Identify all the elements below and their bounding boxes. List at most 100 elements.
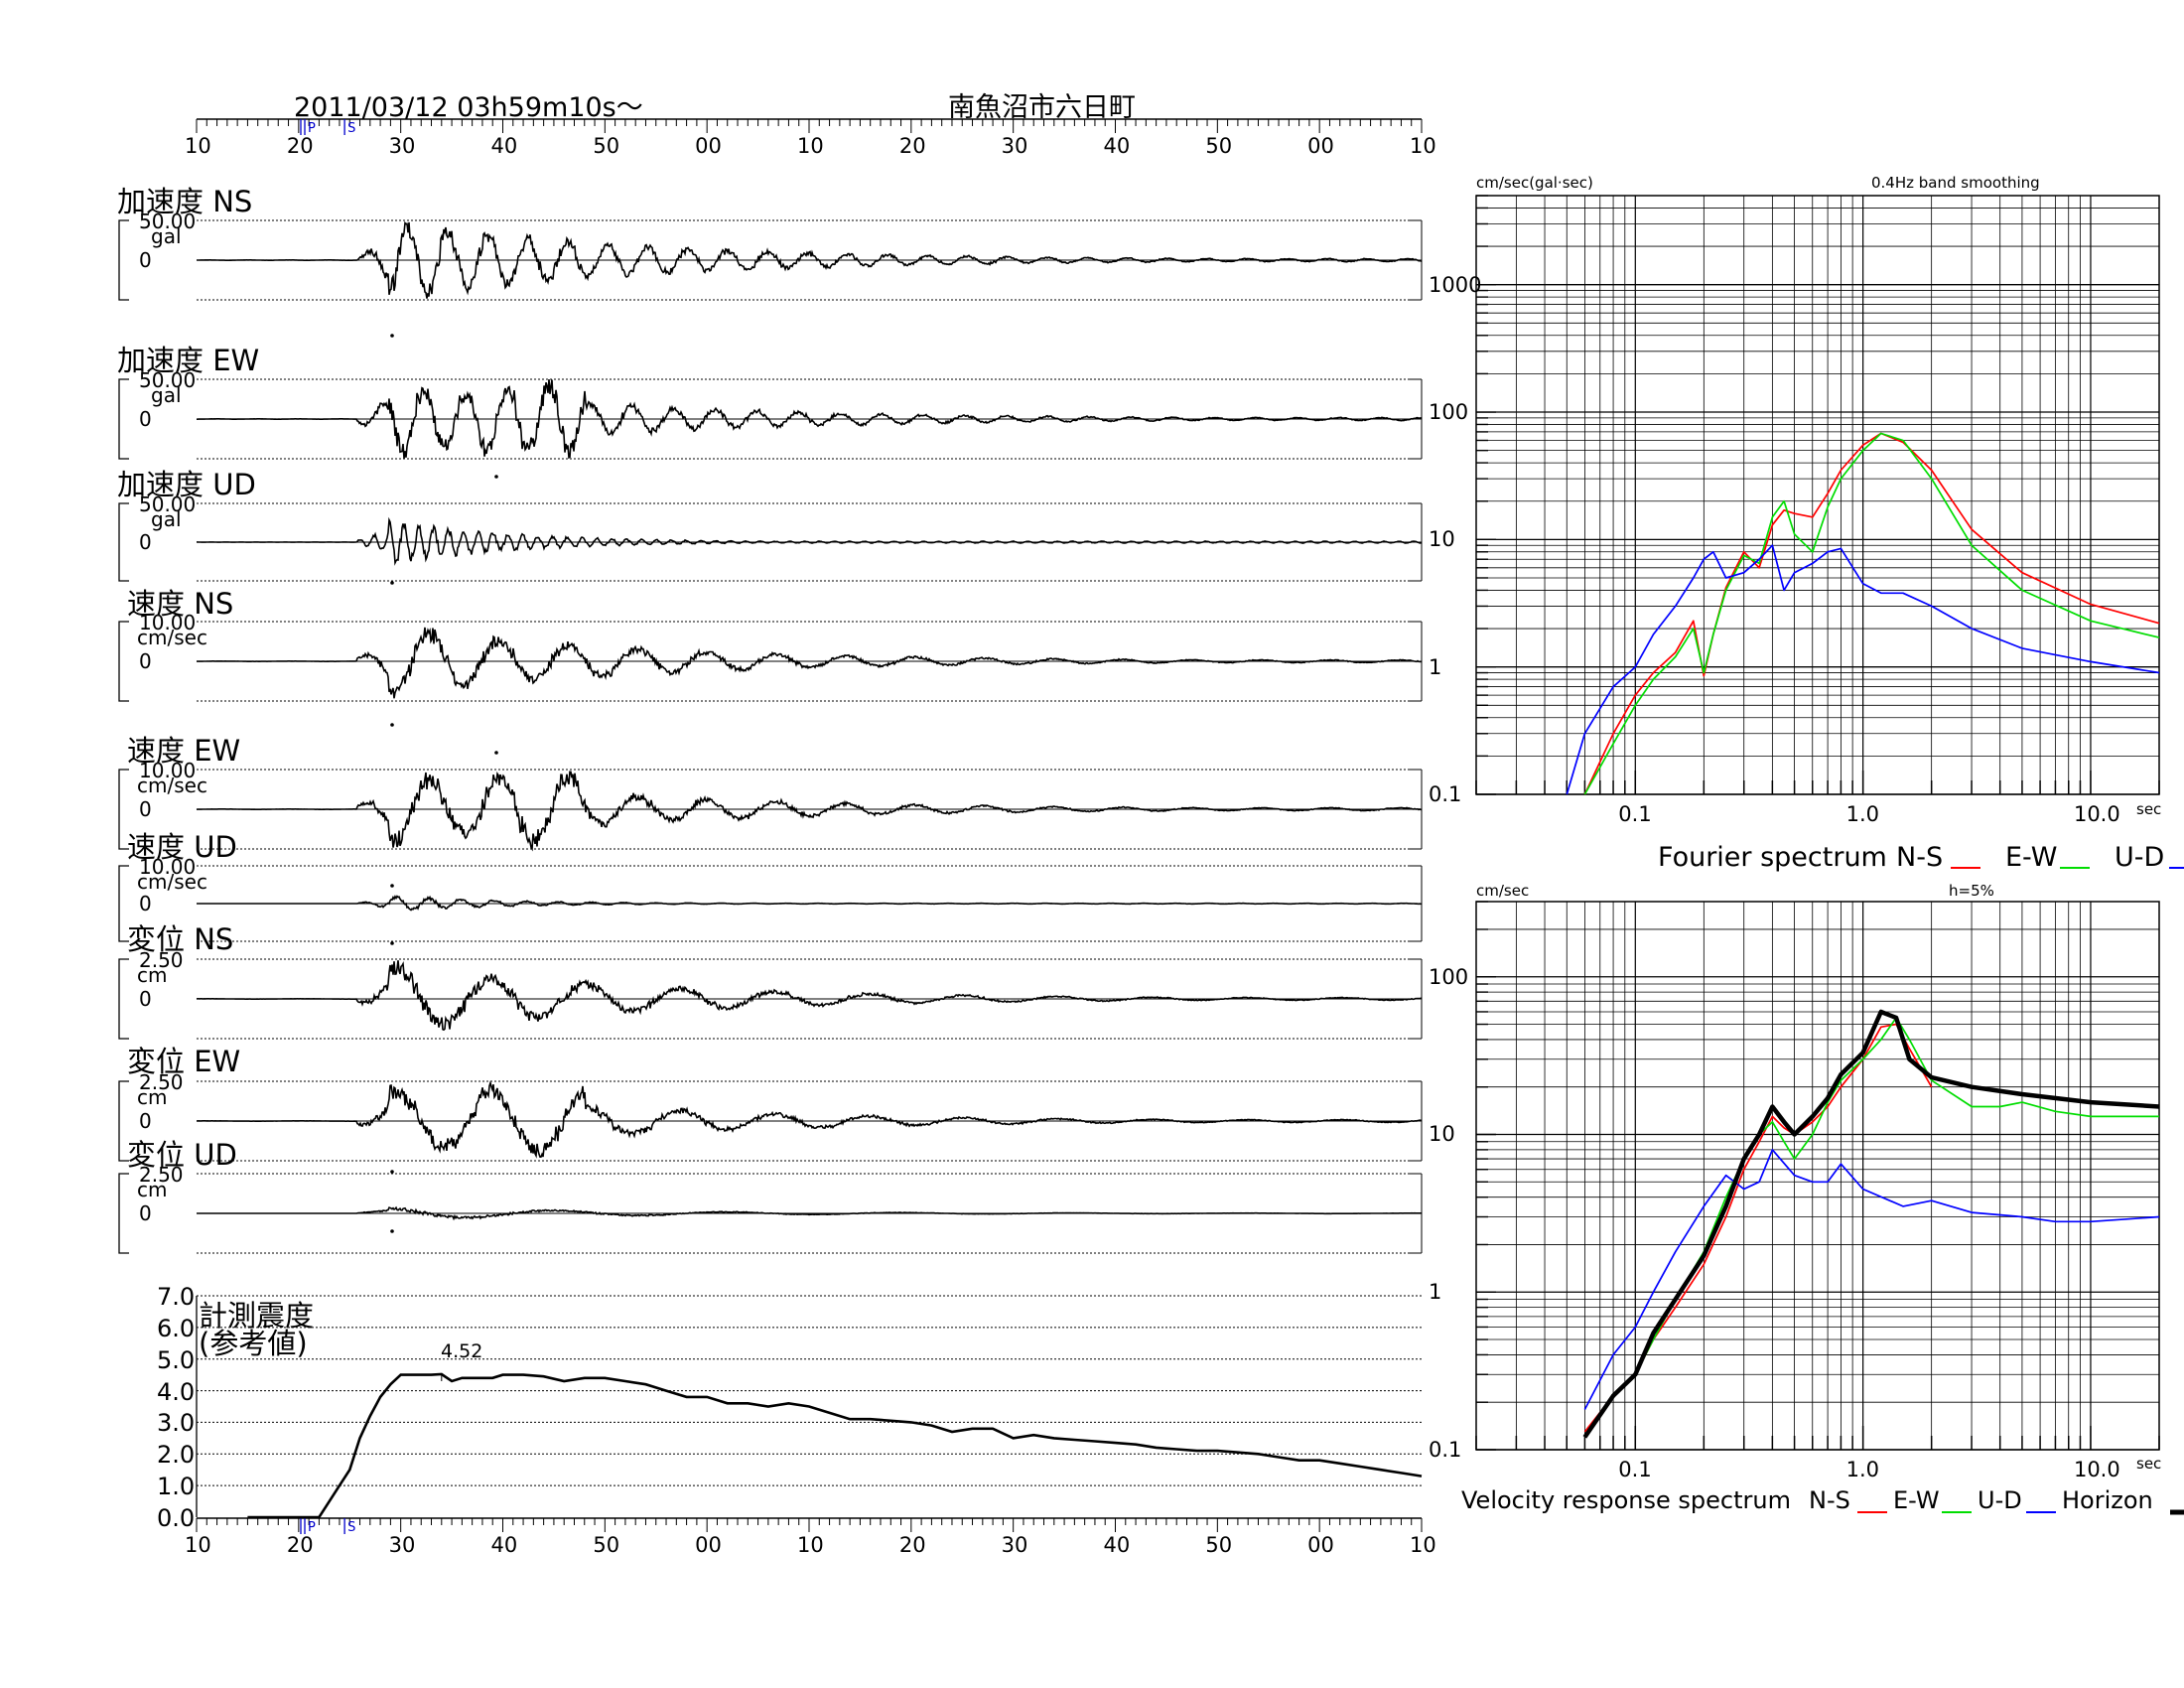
time-tick-label: 00 bbox=[1307, 1533, 1334, 1557]
waveform-trace bbox=[196, 771, 1423, 852]
time-tick-label: 00 bbox=[695, 134, 722, 158]
intensity-y-tick: 1.0 bbox=[157, 1473, 196, 1501]
intensity-y-tick: 5.0 bbox=[157, 1345, 196, 1374]
trace-zero-label: 0 bbox=[139, 797, 152, 821]
trace-scale-value: 10.00 bbox=[139, 855, 197, 879]
response-note: h=5% bbox=[1949, 882, 1994, 900]
waveform-trace bbox=[197, 895, 1422, 912]
trace-title: 速度 NS bbox=[127, 587, 234, 621]
waveform-trace bbox=[197, 516, 1422, 566]
response-legend-title: Velocity response spectrum bbox=[1461, 1486, 1791, 1514]
peak-marker-dot bbox=[494, 751, 498, 755]
legend-label-u-d: U-D bbox=[1978, 1486, 2022, 1514]
waveform-trace bbox=[197, 379, 1422, 460]
peak-marker-dot bbox=[390, 334, 394, 338]
fourier-series-n-s bbox=[1583, 432, 2160, 795]
trace-zero-label: 0 bbox=[139, 248, 152, 272]
trace-unit: cm/sec bbox=[137, 626, 207, 649]
time-tick-label: 30 bbox=[1001, 134, 1028, 158]
time-tick-label: 40 bbox=[1103, 134, 1131, 158]
intensity-y-tick: 3.0 bbox=[157, 1409, 196, 1438]
s-label: S bbox=[347, 121, 356, 136]
s-label: S bbox=[347, 1520, 356, 1535]
response-y-tick-label: 0.1 bbox=[1429, 1438, 1462, 1462]
trace-title: 変位 EW bbox=[127, 1045, 241, 1078]
p-label: P bbox=[308, 121, 316, 136]
trace-scale-value: 10.00 bbox=[139, 611, 197, 634]
fourier-y-tick-label: 100 bbox=[1429, 400, 1469, 425]
peak-marker-dot bbox=[390, 1229, 394, 1233]
trace-title: 速度 EW bbox=[127, 734, 241, 768]
legend-label-e-w: E-W bbox=[2005, 842, 2058, 873]
trace-unit: gal bbox=[151, 507, 182, 531]
trace-unit: gal bbox=[151, 383, 182, 407]
trace-scale-bracket bbox=[118, 958, 129, 1040]
waveform-trace bbox=[197, 627, 1423, 699]
trace-scale-value: 50.00 bbox=[139, 492, 197, 516]
response-ylabel: cm/sec bbox=[1476, 882, 1530, 900]
fourier-series-u-d bbox=[1566, 544, 2160, 795]
waveform-trace bbox=[197, 1079, 1423, 1159]
time-tick-label: 00 bbox=[1307, 134, 1334, 158]
peak-marker-dot bbox=[390, 581, 394, 585]
time-tick-label: 10 bbox=[797, 134, 824, 158]
time-tick-label: 50 bbox=[593, 1533, 620, 1557]
time-tick-label: 40 bbox=[490, 1533, 518, 1557]
trace-zero-label: 0 bbox=[139, 1109, 152, 1133]
fourier-series-e-w bbox=[1583, 432, 2160, 795]
peak-marker-dot bbox=[494, 475, 498, 479]
trace-unit: gal bbox=[151, 224, 182, 248]
response-y-tick-label: 1 bbox=[1429, 1280, 1442, 1305]
trace-scale-value: 2.50 bbox=[139, 1163, 184, 1187]
peak-marker-dot bbox=[390, 884, 394, 888]
trace-zero-label: 0 bbox=[139, 1201, 152, 1225]
trace-scale-value: 2.50 bbox=[139, 948, 184, 972]
response-y-tick-label: 100 bbox=[1429, 964, 1469, 989]
trace-title: 加速度 UD bbox=[117, 468, 256, 501]
trace-scale-value: 10.00 bbox=[139, 759, 197, 782]
trace-scale-bracket bbox=[118, 621, 129, 702]
response-series-e-w bbox=[1599, 1017, 2159, 1414]
time-tick-label: 00 bbox=[695, 1533, 722, 1557]
intensity-y-tick: 4.0 bbox=[157, 1377, 196, 1406]
trace-scale-value: 50.00 bbox=[139, 368, 197, 392]
fourier-frame bbox=[1475, 195, 2160, 795]
intensity-title: 計測震度 bbox=[199, 1299, 315, 1333]
fourier-note: 0.4Hz band smoothing bbox=[1871, 174, 2040, 192]
p-label: P bbox=[308, 1520, 316, 1535]
trace-unit: cm bbox=[137, 963, 168, 987]
station-name: 南魚沼市六日町 bbox=[948, 92, 1136, 123]
response-series-horizon bbox=[1582, 1009, 2160, 1439]
time-tick-label: 30 bbox=[388, 134, 416, 158]
trace-scale-bracket bbox=[118, 865, 129, 942]
intensity-peak-label: 4.52 bbox=[441, 1340, 483, 1362]
time-tick-label: 50 bbox=[1205, 1533, 1233, 1557]
record-datetime: 2011/03/12 03h59m10s～ bbox=[294, 92, 643, 123]
time-tick-label: 10 bbox=[185, 134, 211, 158]
trace-zero-label: 0 bbox=[139, 892, 152, 915]
response-y-tick-label: 10 bbox=[1429, 1122, 1455, 1147]
trace-zero-label: 0 bbox=[139, 987, 152, 1011]
time-tick-label: 10 bbox=[1410, 1533, 1436, 1557]
response-x-tick-label: 1.0 bbox=[1845, 1458, 1880, 1481]
time-tick-label: 20 bbox=[898, 1533, 926, 1557]
waveform-trace bbox=[197, 220, 1423, 299]
intensity-y-tick: 0.0 bbox=[157, 1504, 196, 1532]
trace-scale-bracket bbox=[118, 219, 129, 301]
response-x-unit: sec bbox=[2136, 1455, 2162, 1473]
trace-unit: cm bbox=[137, 1085, 168, 1109]
legend-label-e-w: E-W bbox=[1893, 1486, 1940, 1514]
time-tick-label: 20 bbox=[286, 134, 314, 158]
peak-marker-dot bbox=[390, 723, 394, 727]
waveform-trace bbox=[197, 1205, 1422, 1221]
peak-marker-dot bbox=[390, 941, 394, 945]
legend-label-horizon: Horizon bbox=[2062, 1486, 2153, 1514]
time-tick-label: 50 bbox=[593, 134, 620, 158]
response-x-tick-label: 0.1 bbox=[1618, 1458, 1652, 1481]
response-x-tick-label: 10.0 bbox=[2073, 1458, 2120, 1481]
time-tick-label: 10 bbox=[797, 1533, 824, 1557]
time-tick-label: 20 bbox=[898, 134, 926, 158]
intensity-y-tick: 6.0 bbox=[157, 1314, 196, 1342]
trace-scale-bracket bbox=[118, 1080, 129, 1162]
trace-scale-bracket bbox=[118, 769, 129, 850]
